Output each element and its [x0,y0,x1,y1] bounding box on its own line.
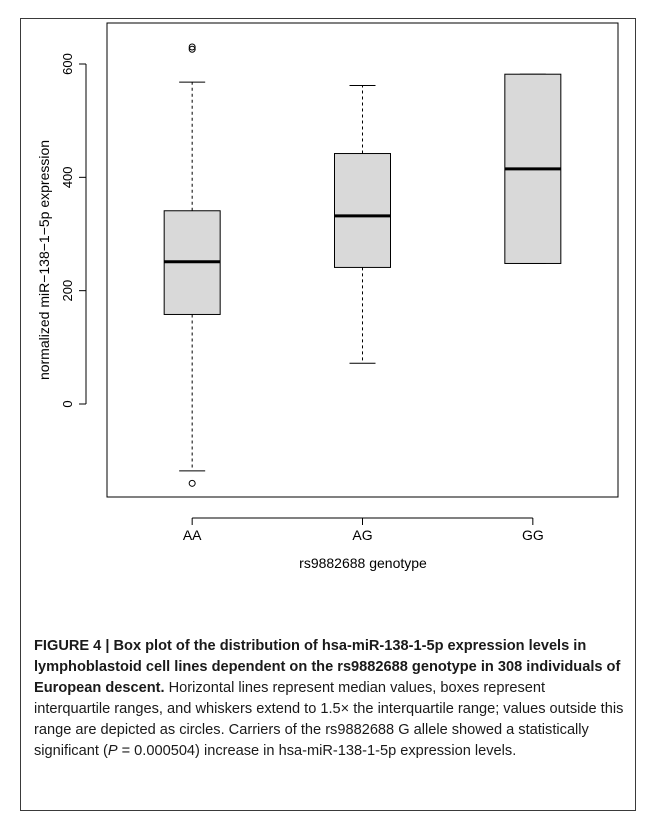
outlier-point [188,43,196,51]
y-axis-label: normalized miR−138−1−5p expression [36,140,52,380]
y-tick-label: 600 [60,53,75,75]
figure-title: Box plot of the distribution of hsa-miR-… [34,638,621,696]
y-tick-label: 0 [60,400,75,407]
outlier-point [188,45,196,53]
p-symbol: P [107,743,118,759]
y-tick-label: 200 [60,280,75,302]
x-axis-label: rs9882688 genotype [299,555,427,571]
plot-area-border [106,22,619,498]
x-tick-label: GG [522,527,544,543]
iqr-box [334,153,391,268]
x-tick-label: AG [352,527,372,543]
plot-marks: 0 200 400 600 AA AG GG [60,43,562,543]
box-plot: 0 200 400 600 AA AG GG normalized miR−138−1−5p… [36,22,619,571]
figure-frame [20,18,636,811]
figure-label: FIGURE 4 | [34,638,114,654]
caption-body-2: = 0.000504) increase in hsa-miR-138-1-5p… [117,743,517,759]
x-tick-label: AA [183,527,202,543]
y-tick-label: 400 [60,166,75,188]
outlier-point [188,479,196,487]
caption-body-1: Horizontal lines represent median values… [34,680,624,759]
figure-caption: FIGURE 4 | Box plot of the distribution … [34,636,624,762]
